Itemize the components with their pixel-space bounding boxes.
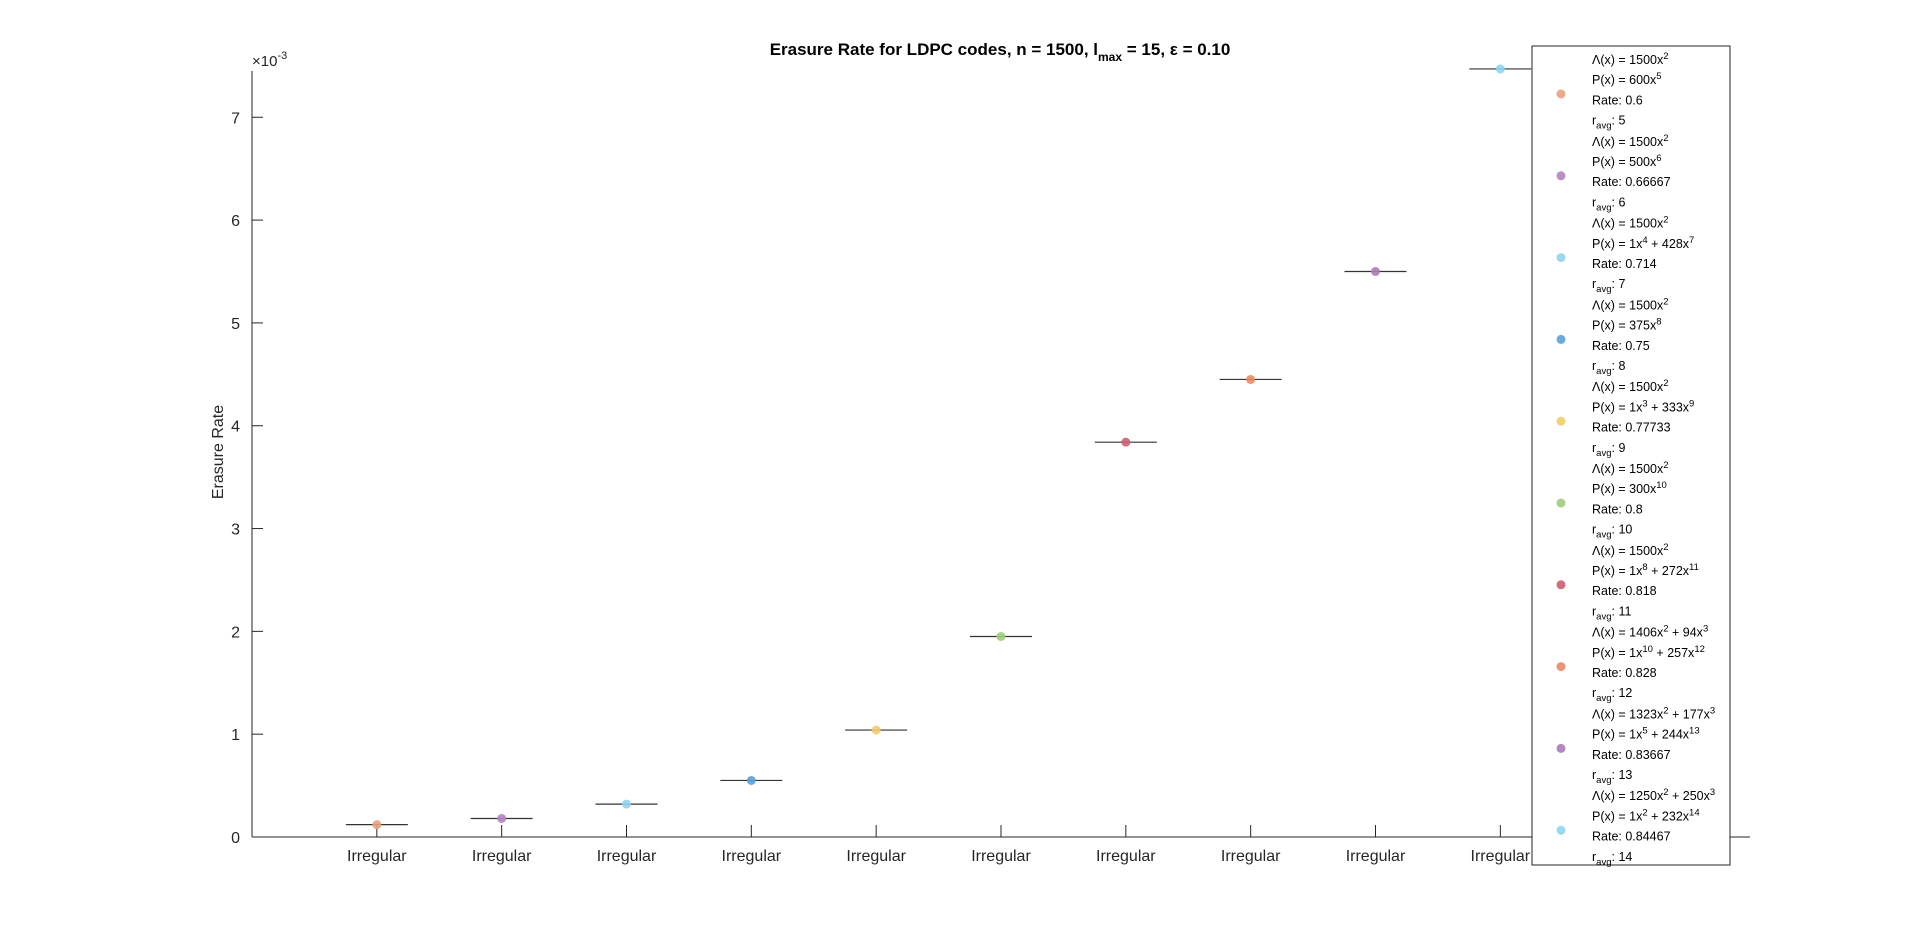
legend-entry-line: Rate: 0.83667	[1592, 748, 1671, 762]
x-tick-label: Irregular	[1346, 848, 1406, 865]
legend-entry-line: Rate: 0.77733	[1592, 421, 1671, 435]
legend-entry-line: Rate: 0.75	[1592, 339, 1650, 353]
data-point	[871, 725, 881, 735]
legend-entry-line: ravg: 12	[1592, 686, 1632, 704]
legend-entry-line: Λ(x) = 1500x2	[1592, 133, 1669, 149]
legend-entry-line: P(x) = 1x2 + 232x14	[1592, 807, 1700, 823]
data-point	[497, 813, 507, 823]
y-tick-label: 5	[231, 316, 240, 333]
legend-entry-line: Rate: 0.6	[1592, 93, 1643, 107]
x-tick-label: Irregular	[722, 848, 782, 865]
x-tick-label: Irregular	[1096, 848, 1156, 865]
legend-marker	[1556, 416, 1566, 426]
legend-entry-line: Rate: 0.818	[1592, 584, 1657, 598]
y-tick-label: 0	[231, 830, 240, 847]
legend: Λ(x) = 1500x2 P(x) = 600x5 Rate: 0.6 ravg: …	[1531, 45, 1731, 868]
data-point	[1495, 64, 1505, 74]
y-tick-label: 2	[231, 624, 240, 641]
legend-entry-line: Λ(x) = 1500x2	[1592, 378, 1669, 394]
x-tick-label: Irregular	[472, 848, 532, 865]
x-tick-label: Irregular	[1221, 848, 1281, 865]
legend-entry-line: Λ(x) = 1250x2 + 250x3	[1592, 787, 1715, 803]
legend-marker	[1556, 825, 1566, 835]
data-point	[622, 799, 631, 809]
legend-entry-line: ravg: 7	[1592, 277, 1625, 295]
legend-marker	[1556, 662, 1566, 672]
legend-entry-line: ravg: 11	[1592, 604, 1631, 622]
legend-entry-line: ravg: 14	[1592, 850, 1632, 868]
legend-entry-line: Λ(x) = 1500x2	[1592, 460, 1669, 476]
legend-entry-line: Λ(x) = 1500x2	[1592, 51, 1669, 67]
y-tick-label: 1	[231, 727, 240, 744]
legend-entry-line: P(x) = 300x10	[1592, 480, 1667, 496]
legend-entry-line: ravg: 10	[1592, 523, 1632, 541]
legend-entry-line: P(x) = 1x10 + 257x12	[1592, 644, 1705, 660]
legend-marker	[1556, 498, 1566, 508]
legend-entry-line: Rate: 0.66667	[1592, 175, 1671, 189]
data-point	[996, 632, 1006, 642]
legend-entry-line: ravg: 13	[1592, 768, 1632, 786]
y-tick-label: 4	[231, 419, 240, 436]
legend-entry-line: P(x) = 375x8	[1592, 317, 1662, 333]
legend-entry-line: ravg: 6	[1592, 195, 1625, 213]
legend-entry-line: Rate: 0.714	[1592, 257, 1657, 271]
legend-entry-line: Λ(x) = 1406x2 + 94x3	[1592, 624, 1708, 640]
data-marks	[345, 64, 1532, 830]
y-tick-label: 3	[231, 522, 240, 539]
legend-entry-line: Λ(x) = 1500x2	[1592, 296, 1669, 312]
data-point	[372, 820, 382, 830]
x-tick-label: Irregular	[597, 848, 657, 865]
legend-entry-line: Rate: 0.828	[1592, 666, 1657, 680]
legend-entry-line: Λ(x) = 1500x2	[1592, 215, 1669, 231]
data-point	[1121, 437, 1131, 447]
legend-entry-line: Rate: 0.84467	[1592, 830, 1671, 844]
legend-box	[1531, 45, 1731, 866]
axes: 0 1 2 3 4 5 6 7 Irregular Irregular Irregular Irreg…	[231, 71, 1750, 865]
legend-entry-line: P(x) = 1x5 + 244x13	[1592, 726, 1700, 742]
legend-marker	[1556, 334, 1566, 344]
x-tick-label: Irregular	[971, 848, 1031, 865]
y-exponent-label: ×10-3	[252, 50, 287, 70]
legend-entry-line: P(x) = 1x4 + 428x7	[1592, 235, 1694, 251]
legend-entry-line: P(x) = 1x8 + 272x11	[1592, 562, 1699, 578]
legend-entry-line: ravg: 9	[1592, 441, 1625, 459]
legend-marker	[1556, 89, 1566, 99]
legend-marker	[1556, 743, 1566, 753]
x-tick-label: Irregular	[1471, 848, 1531, 865]
y-tick-label: 7	[231, 110, 240, 127]
legend-entry-line: P(x) = 600x5	[1592, 71, 1662, 87]
legend-entry-line: Λ(x) = 1500x2	[1592, 542, 1669, 558]
legend-entry-line: Λ(x) = 1323x2 + 177x3	[1592, 705, 1715, 721]
legend-entry-line: ravg: 5	[1592, 114, 1625, 132]
x-tick-label: Irregular	[846, 848, 906, 865]
legend-entry-line: P(x) = 1x3 + 333x9	[1592, 398, 1694, 414]
y-axis-label: Erasure Rate	[210, 405, 227, 499]
legend-marker	[1556, 171, 1566, 181]
legend-entry-line: P(x) = 500x6	[1592, 153, 1662, 169]
data-point	[1371, 266, 1380, 276]
x-tick-label: Irregular	[347, 848, 407, 865]
data-point	[746, 775, 756, 785]
data-point	[1246, 374, 1256, 384]
legend-entry-line: Rate: 0.8	[1592, 502, 1643, 516]
legend-marker	[1556, 580, 1566, 590]
y-tick-label: 6	[231, 213, 240, 230]
legend-marker	[1556, 253, 1566, 263]
legend-entry-line: ravg: 8	[1592, 359, 1625, 377]
chart-title: Erasure Rate for LDPC codes, n = 1500, l…	[770, 40, 1231, 64]
